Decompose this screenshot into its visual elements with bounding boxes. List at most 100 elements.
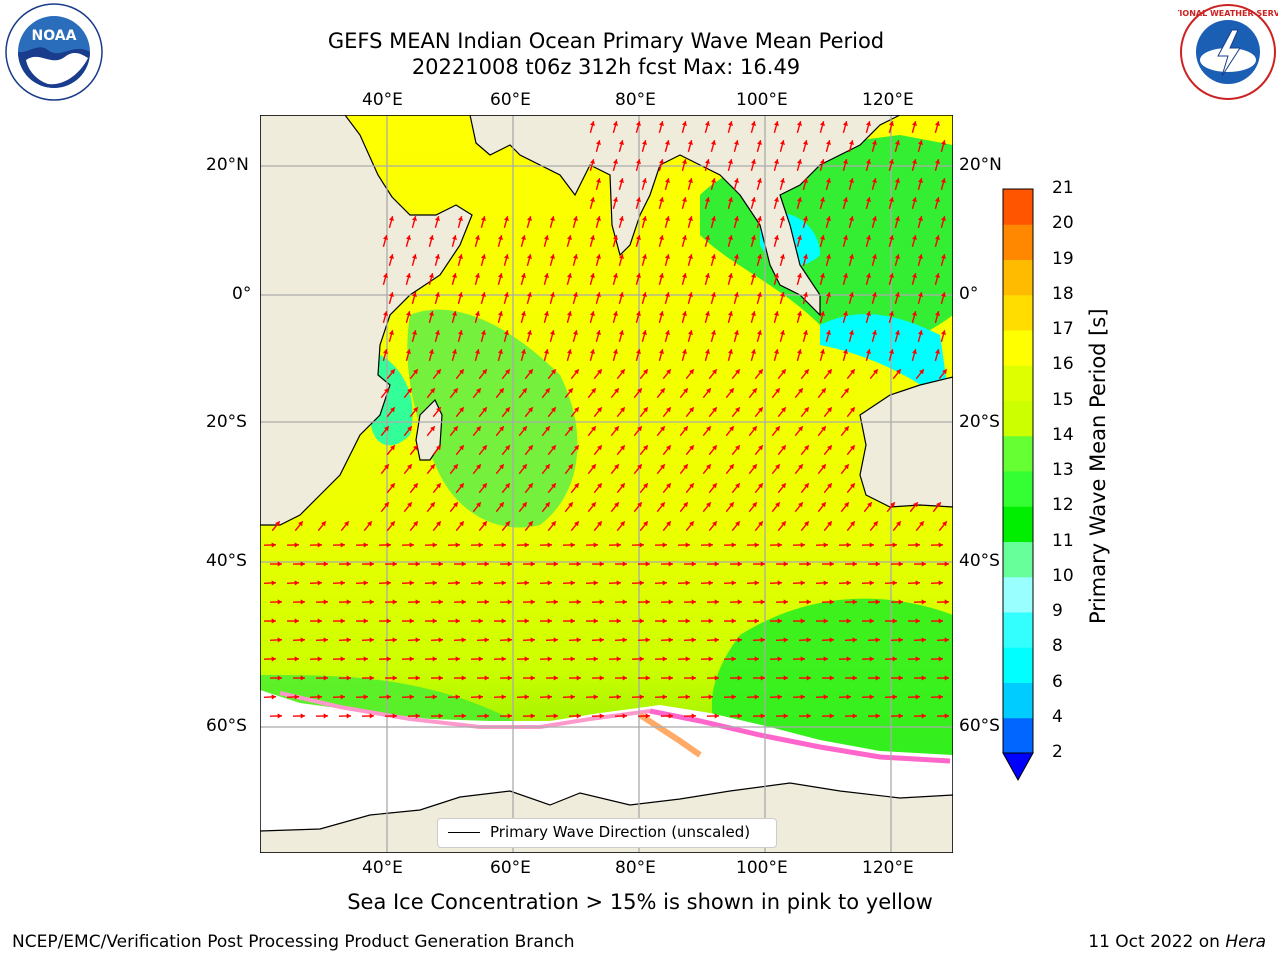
wave-arrow-head [662,580,667,586]
wave-arrow-head [685,656,690,662]
wave-arrow-head [735,483,740,489]
wave-arrow-head [706,388,711,394]
wave-arrow-head [553,675,558,681]
wave-arrow-head [827,445,832,451]
lon-tick-bottom: 80°E [615,858,656,878]
wave-arrow-head [641,330,647,336]
wave-arrow-head [846,580,851,586]
wave-arrow-head [804,369,809,375]
wave-arrow-head [942,521,947,527]
wave-arrow-head [796,235,802,241]
wave-arrow-head [614,426,619,432]
wave-arrow-head [620,483,625,489]
wave-arrow-head [388,292,394,298]
wave-arrow-head [522,388,527,394]
wave-arrow-head [388,330,394,336]
wave-arrow-head [896,521,901,527]
wave-arrow-head [620,445,625,451]
wave-arrow-head [852,675,857,681]
wave-arrow-head [773,159,779,165]
wave-arrow-head [340,618,345,624]
wave-arrow-head [911,273,917,279]
wave-arrow-head [892,580,897,586]
wave-arrow-head [714,675,719,681]
wave-arrow-head [779,178,785,184]
wave-arrow-head [277,713,282,719]
wave-arrow-head [591,426,596,432]
wave-arrow-head [850,369,855,375]
lon-tick-top: 120°E [862,90,914,110]
wave-arrow-head [733,292,739,298]
wave-arrow-head [898,675,903,681]
wave-arrow-head [407,426,412,432]
wave-arrow-head [848,216,854,222]
wave-arrow-head [497,273,503,279]
wave-arrow-head [823,580,828,586]
wave-arrow-head [635,159,641,165]
wave-arrow-head [727,273,733,279]
wave-arrow-head [894,292,900,298]
wave-arrow-head [643,521,648,527]
wave-arrow-head [593,694,598,700]
wave-arrow-head [271,580,276,586]
map-gridlines [260,115,953,853]
wave-arrow-head [317,656,322,662]
wave-arrow-head [369,713,374,719]
wave-arrow-head [271,694,276,700]
wave-arrow-head [317,580,322,586]
wave-arrow-head [384,388,389,394]
colorbar-tick-label: 8 [1052,636,1063,657]
wave-arrow-head [392,637,397,643]
wave-arrow-head [756,140,762,146]
wave-arrow-head [321,521,326,527]
wave-arrow-head [921,713,926,719]
wave-arrow-head [666,521,671,527]
lat-tick-left: 40°S [206,551,247,571]
wave-arrow-head [915,580,920,586]
wave-arrow-head [620,521,625,527]
wave-arrow-head [369,599,374,605]
wave-arrow-head [530,561,535,567]
wave-arrow-head [664,216,670,222]
colorbar-tick-label: 10 [1052,565,1074,586]
wave-arrow-head [524,580,529,586]
wave-arrow-head [547,580,552,586]
wave-arrow-head [704,159,710,165]
wave-arrow-head [664,178,670,184]
footer-date: 11 Oct 2022 on Hera [1088,932,1266,952]
lat-tick-left: 60°S [206,716,247,736]
wave-arrow-head [796,197,802,203]
wave-arrow-head [346,637,351,643]
colorbar-tick-label: 4 [1052,706,1063,727]
lat-tick-right: 20°N [959,155,1002,175]
wave-arrow-head [668,561,673,567]
wave-arrow-head [595,140,601,146]
wave-arrow-head [666,445,671,451]
colorbar-block [1003,330,1033,366]
wave-arrow-head [827,407,832,413]
wave-arrow-head [683,464,688,470]
wave-arrow-head [894,254,900,260]
wave-arrow-head [915,656,920,662]
wave-arrow-head [888,235,894,241]
wave-arrow-head [520,349,526,355]
sea-ice-footnote: Sea Ice Concentration > 15% is shown in … [347,890,933,914]
wave-arrow-head [733,254,739,260]
wave-arrow-head [727,235,733,241]
wave-arrow-head [432,694,437,700]
wave-arrow-head [731,580,736,586]
wave-arrow-head [300,713,305,719]
colorbar-tick-label: 2 [1052,742,1063,762]
wave-arrow-head [484,599,489,605]
wave-arrow-head [436,521,441,527]
wave-arrow-head [482,483,487,489]
wave-arrow-head [503,292,509,298]
wave-arrow-head [386,656,391,662]
wave-arrow-head [382,273,388,279]
wave-arrow-head [369,561,374,567]
lat-tick-left: 20°N [206,155,249,175]
colorbar-tick-label: 9 [1052,601,1063,621]
wave-arrow-head [892,656,897,662]
colorbar-tick-label: 11 [1052,530,1074,551]
wave-arrow-head [635,197,641,203]
